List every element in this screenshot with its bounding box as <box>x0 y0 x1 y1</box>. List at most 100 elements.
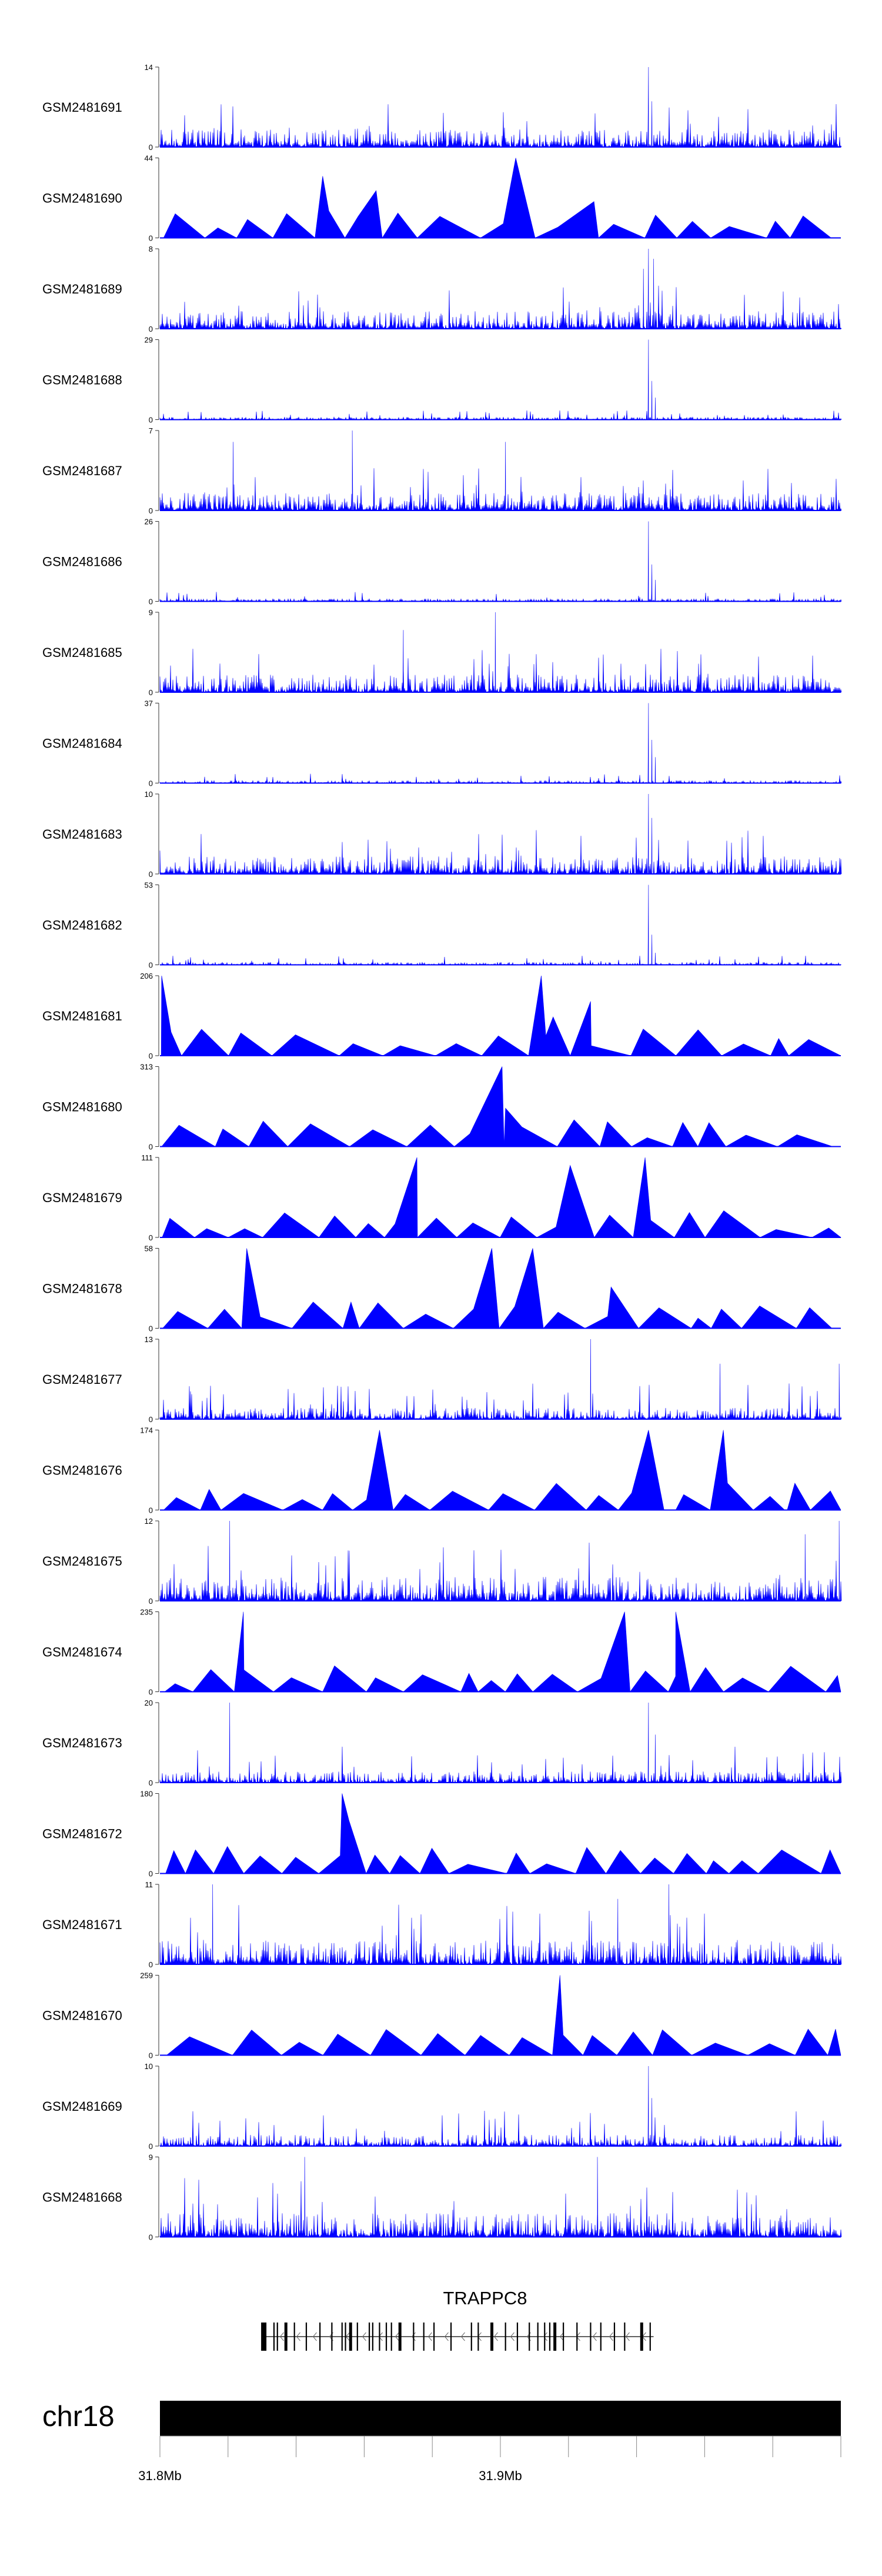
track-GSM2481691: GSM2481691 14 0 <box>42 63 842 152</box>
track-label: GSM2481690 <box>42 191 122 206</box>
track-ymin-label: 0 <box>149 143 153 152</box>
track-ymin-label: 0 <box>149 1233 153 1242</box>
strand-arrow <box>493 2332 498 2341</box>
strand-arrow <box>592 2332 597 2341</box>
track-GSM2481668: GSM2481668 9 0 <box>42 2153 842 2242</box>
strand-arrow <box>312 2332 317 2341</box>
track-ymax-label: 29 <box>145 336 153 345</box>
strand-arrow <box>395 2332 399 2341</box>
track-ymax-label: 44 <box>145 154 153 163</box>
exon <box>379 2323 380 2351</box>
track-ymin-label: 0 <box>149 961 153 970</box>
track-ymax-label: 14 <box>145 63 153 72</box>
coverage-area <box>159 521 842 602</box>
exon <box>390 2323 392 2351</box>
exon <box>356 2323 358 2351</box>
track-ymax-label: 37 <box>145 699 153 708</box>
exon <box>450 2323 452 2351</box>
track-GSM2481678: GSM2481678 58 0 <box>42 1244 841 1333</box>
track-ymin-label: 0 <box>149 416 153 425</box>
exon <box>261 2323 267 2351</box>
track-ymin-label: 0 <box>149 325 153 333</box>
track-GSM2481676: GSM2481676 174 0 <box>42 1426 841 1515</box>
track-ymin-label: 0 <box>149 688 153 697</box>
axis-tick-label: 31.9Mb <box>479 2468 522 2483</box>
exon <box>576 2323 578 2351</box>
coverage-tracks: GSM2481691140GSM2481690440GSM248168980GS… <box>42 63 842 2242</box>
track-ymax-label: 9 <box>149 2153 153 2162</box>
track-label: GSM2481682 <box>42 918 122 933</box>
coverage-area <box>160 1157 841 1238</box>
track-ymax-label: 10 <box>145 2062 153 2071</box>
exon <box>516 2323 519 2351</box>
track-GSM2481672: GSM2481672 180 0 <box>42 1790 841 1878</box>
track-ymax-label: 13 <box>145 1335 153 1344</box>
gene-model: TRAPPC8 <box>261 2288 654 2351</box>
strand-arrow <box>625 2332 630 2341</box>
track-label: GSM2481668 <box>42 2190 122 2205</box>
track-ymax-label: 174 <box>140 1426 153 1435</box>
exon <box>413 2323 415 2351</box>
track-label: GSM2481678 <box>42 1282 122 1296</box>
chromosome-label: chr18 <box>42 2401 115 2432</box>
track-GSM2481679: GSM2481679 111 0 <box>42 1153 841 1242</box>
track-GSM2481681: GSM2481681 206 0 <box>42 972 841 1060</box>
track-ymin-label: 0 <box>149 1778 153 1787</box>
track-ymin-label: 0 <box>149 870 153 879</box>
exon <box>549 2323 551 2351</box>
exon <box>284 2323 288 2351</box>
exon <box>305 2323 308 2351</box>
strand-arrow <box>559 2332 564 2341</box>
coverage-area <box>160 1430 841 1511</box>
exon <box>470 2323 472 2351</box>
track-ymin-label: 0 <box>149 506 153 515</box>
strand-arrow <box>460 2332 465 2341</box>
exon <box>477 2323 479 2351</box>
exon <box>276 2323 278 2351</box>
exon <box>640 2323 643 2351</box>
track-ymin-label: 0 <box>149 2142 153 2151</box>
exon <box>563 2323 564 2351</box>
track-label: GSM2481675 <box>42 1554 122 1569</box>
track-label: GSM2481680 <box>42 1100 122 1115</box>
exon <box>331 2323 333 2351</box>
track-ymax-label: 20 <box>145 1699 153 1707</box>
track-GSM2481675: GSM2481675 12 0 <box>42 1517 842 1606</box>
track-label: GSM2481669 <box>42 2099 122 2114</box>
coverage-area <box>159 1702 842 1784</box>
track-ymax-label: 180 <box>140 1790 153 1798</box>
track-label: GSM2481677 <box>42 1372 122 1387</box>
track-label: GSM2481681 <box>42 1009 122 1023</box>
track-ymax-label: 313 <box>140 1063 153 1072</box>
exon <box>273 2323 275 2351</box>
track-label: GSM2481689 <box>42 282 122 296</box>
track-ymax-label: 235 <box>140 1608 153 1617</box>
coverage-area <box>159 430 842 512</box>
strand-arrow <box>411 2332 416 2341</box>
track-label: GSM2481670 <box>42 2008 122 2023</box>
track-GSM2481680: GSM2481680 313 0 <box>42 1063 841 1152</box>
track-ymax-label: 7 <box>149 426 153 435</box>
track-GSM2481669: GSM2481669 10 0 <box>42 2062 842 2151</box>
track-ymin-label: 0 <box>149 2233 153 2242</box>
coverage-area <box>160 1611 841 1693</box>
chromosome-band <box>160 2401 841 2436</box>
coverage-area <box>160 1975 841 2056</box>
exon <box>649 2323 651 2351</box>
coverage-area <box>160 1793 841 1874</box>
coverage-area <box>159 612 842 693</box>
track-ymin-label: 0 <box>149 1597 153 1606</box>
strand-arrow <box>444 2332 449 2341</box>
track-ymax-label: 8 <box>149 245 153 253</box>
exon <box>349 2323 352 2351</box>
track-ymax-label: 259 <box>140 1971 153 1980</box>
exon <box>398 2323 402 2351</box>
track-label: GSM2481672 <box>42 1827 122 1841</box>
track-GSM2481688: GSM2481688 29 0 <box>42 336 842 425</box>
track-GSM2481683: GSM2481683 10 0 <box>42 790 842 879</box>
exon <box>537 2323 539 2351</box>
exon <box>423 2323 425 2351</box>
track-ymax-label: 53 <box>145 881 153 890</box>
exon <box>293 2323 295 2351</box>
